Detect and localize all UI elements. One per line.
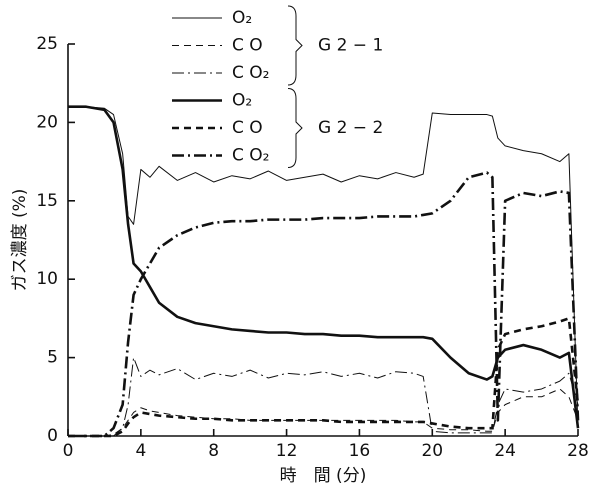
legend-label: C O₂: [232, 146, 269, 166]
legend-bg: [168, 143, 278, 168]
series-line: [68, 357, 579, 437]
x-axis-label: 時 間 (分): [280, 466, 367, 486]
series-line: [68, 171, 580, 438]
y-tick-label: 15: [36, 191, 58, 211]
legend-label: C O: [232, 118, 263, 138]
legend-label: C O: [232, 36, 263, 56]
x-tick-label: 20: [421, 441, 443, 461]
series-line: [68, 106, 579, 429]
y-tick-label: 20: [36, 112, 58, 132]
legend-label: O₂: [232, 8, 252, 28]
legend-brace: [287, 88, 303, 168]
series-line: [68, 105, 580, 429]
x-tick-label: 0: [63, 441, 74, 461]
x-tick-label: 8: [208, 441, 219, 461]
legend-bg: [168, 61, 278, 85]
x-tick-label: 12: [276, 441, 298, 461]
x-tick-label: 28: [567, 441, 589, 461]
y-tick-label: 5: [47, 348, 58, 368]
y-axis-label: ガス濃度 (%): [10, 189, 30, 292]
legend-group-label: G 2 − 1: [318, 36, 383, 56]
y-tick-label: 25: [36, 34, 58, 54]
y-tick-label: 10: [36, 269, 58, 289]
legend-group-label: G 2 − 2: [318, 118, 383, 138]
y-tick-label: 0: [47, 426, 58, 446]
x-tick-label: 16: [349, 441, 371, 461]
x-tick-label: 4: [135, 441, 146, 461]
legend-brace: [287, 5, 303, 86]
legend-label: C O₂: [232, 63, 269, 83]
x-tick-label: 24: [494, 441, 516, 461]
series-line: [68, 317, 580, 438]
legend-label: O₂: [232, 91, 252, 111]
